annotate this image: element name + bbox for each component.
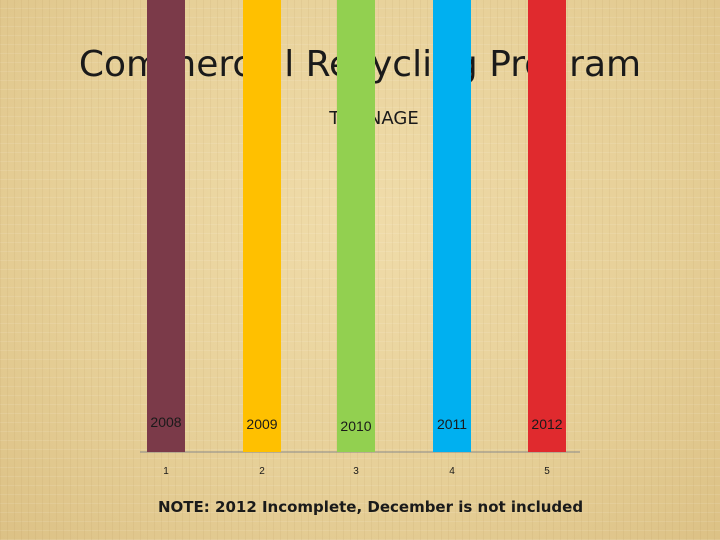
category-label-2010: 2010 [340, 418, 371, 434]
category-label-2009: 2009 [246, 416, 277, 432]
index-label-4: 4 [449, 466, 455, 477]
bar-2009 [243, 0, 281, 452]
category-label-2012: 2012 [531, 416, 562, 432]
category-label-2011: 2011 [437, 416, 467, 432]
bar-2008 [147, 0, 185, 452]
bar-2011 [433, 0, 471, 452]
footnote: NOTE: 2012 Incomplete, December is not i… [158, 498, 584, 516]
index-label-3: 3 [353, 466, 359, 477]
index-label-2: 2 [259, 466, 265, 477]
category-label-2008: 2008 [150, 414, 181, 430]
bar-2010 [337, 0, 375, 452]
index-label-5: 5 [544, 466, 550, 477]
index-label-1: 1 [163, 466, 169, 477]
bar-2012 [528, 0, 566, 453]
